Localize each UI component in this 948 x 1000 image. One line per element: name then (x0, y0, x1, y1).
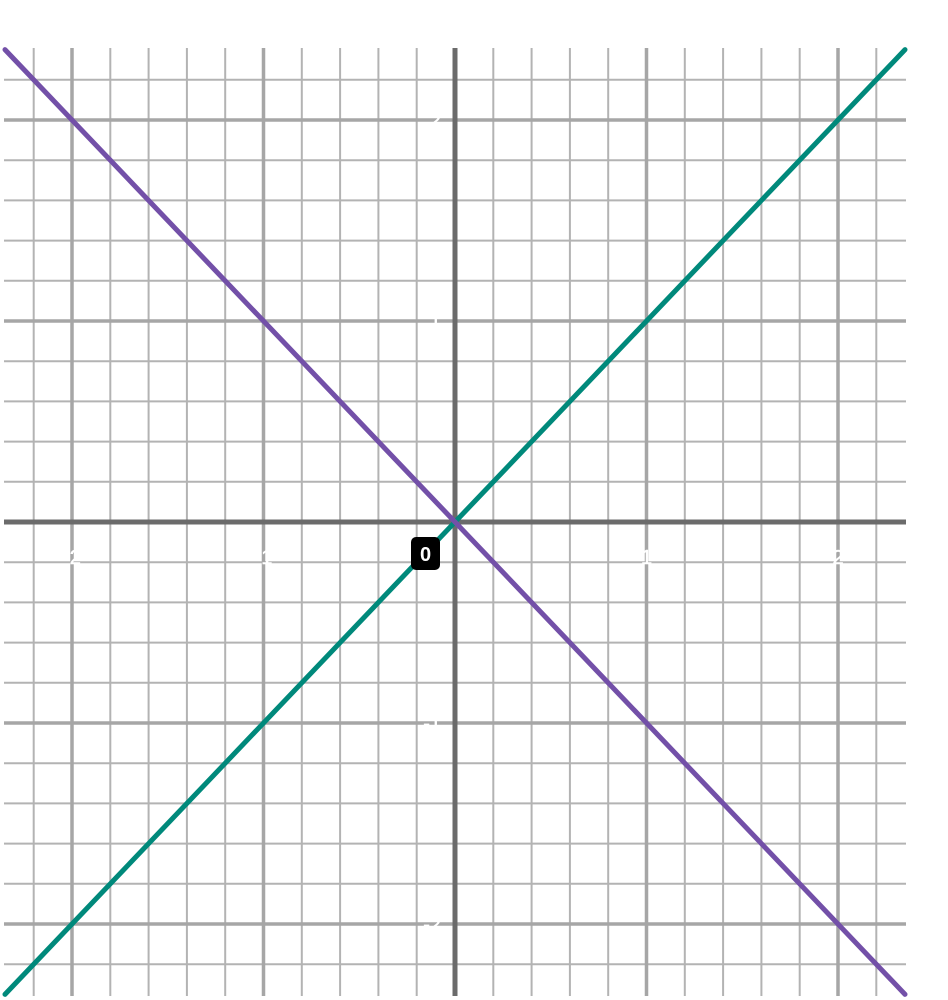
x-tick-label: -2 (63, 547, 81, 569)
x-axis-label: x (930, 509, 942, 536)
tick-labels: -2 -1 1 2 2 1 -1 -2 (63, 110, 844, 937)
x-tick-label: -1 (255, 547, 273, 569)
y-axis-label: y (449, 5, 461, 32)
y-tick-label: -1 (423, 713, 441, 735)
y-tick-label: 2 (430, 110, 441, 132)
series-line-2 (2, 47, 908, 997)
series-lines (2, 47, 908, 997)
y-tick-label: -2 (423, 914, 441, 936)
x-tick-label: 1 (641, 547, 652, 569)
x-tick-label: 2 (832, 547, 843, 569)
origin-label: 0 (420, 544, 431, 566)
y-tick-label: 1 (430, 311, 441, 333)
origin-badge: 0 (411, 537, 440, 570)
origin-badge-background (411, 537, 440, 570)
